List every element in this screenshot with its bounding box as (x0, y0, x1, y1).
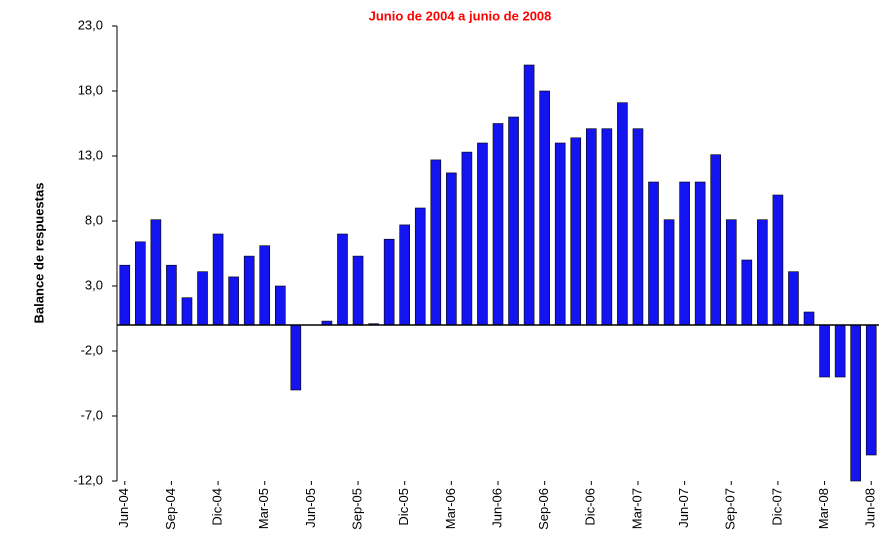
bar (337, 233, 348, 326)
x-tick-label: Mar-05 (256, 488, 271, 529)
bar (663, 219, 675, 326)
bar (803, 311, 815, 326)
x-tick-label: Dic-05 (396, 488, 411, 526)
x-tick-label: Jun-06 (489, 488, 504, 528)
bar (228, 276, 239, 326)
bar (554, 142, 566, 326)
chart-title: Junio de 2004 a junio de 2008 (369, 8, 552, 23)
bar (865, 324, 877, 456)
x-tick-label: Sep-05 (349, 488, 364, 530)
bar (492, 123, 504, 326)
bar (446, 172, 457, 326)
x-tick-label: Dic-06 (583, 488, 598, 526)
bar (383, 238, 395, 326)
x-tick-label: Mar-08 (816, 488, 831, 529)
bar (570, 137, 582, 326)
bar (119, 264, 131, 326)
bar (772, 194, 784, 326)
bar (539, 90, 550, 326)
bar (212, 233, 224, 326)
bar (757, 219, 768, 326)
x-tick-label: Sep-04 (163, 488, 178, 530)
bar (725, 219, 737, 326)
y-tick-label: 23,0 (78, 17, 103, 32)
x-tick-label: Sep-06 (536, 488, 551, 530)
bar (508, 116, 519, 326)
bar (741, 259, 753, 326)
bar (834, 324, 846, 378)
x-tick-label: Dic-04 (210, 488, 225, 526)
bar (710, 154, 722, 326)
bar (414, 207, 426, 326)
x-tick-label: Jun-08 (863, 488, 878, 528)
bar (819, 324, 830, 378)
bar (477, 142, 488, 326)
bar (461, 151, 473, 326)
bar (181, 297, 193, 326)
bar (586, 128, 597, 326)
bar (399, 224, 410, 326)
bar (150, 219, 162, 326)
y-tick-label: 13,0 (78, 147, 103, 162)
y-tick-label: 18,0 (78, 82, 103, 97)
bar (617, 102, 628, 326)
bar (135, 241, 146, 326)
x-tick-label: Mar-06 (443, 488, 458, 529)
bar (290, 324, 302, 391)
x-tick-label: Dic-07 (769, 488, 784, 526)
x-tick-label: Jun-07 (676, 488, 691, 528)
bar (632, 128, 644, 326)
y-axis-label: Balance de respuestas (31, 183, 46, 324)
y-tick-label: 3,0 (85, 277, 103, 292)
bar (679, 181, 690, 326)
x-tick-label: Jun-04 (116, 488, 131, 528)
bar (166, 264, 177, 326)
bar (850, 324, 861, 482)
y-tick-label: -7,0 (81, 407, 103, 422)
bar (430, 159, 442, 326)
y-tick-label: -12,0 (73, 472, 103, 487)
x-tick-label: Jun-05 (303, 488, 318, 528)
y-tick-label: -2,0 (81, 342, 103, 357)
bar (259, 245, 271, 326)
bar (648, 181, 659, 326)
bar (788, 271, 799, 326)
bar (274, 285, 286, 326)
bar (694, 181, 706, 326)
bar (243, 255, 255, 326)
bar (523, 64, 535, 326)
bar (352, 255, 364, 326)
x-tick-label: Mar-07 (629, 488, 644, 529)
bar (197, 271, 208, 326)
x-tick-label: Sep-07 (723, 488, 738, 530)
y-tick-label: 8,0 (85, 212, 103, 227)
bar (601, 128, 613, 326)
